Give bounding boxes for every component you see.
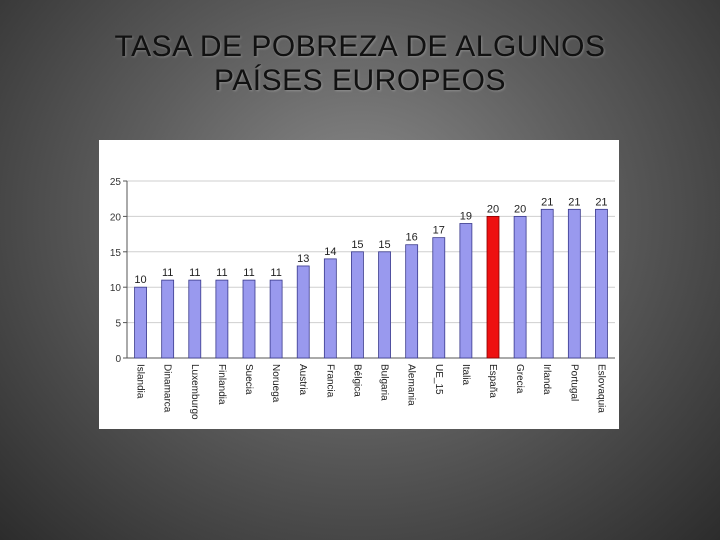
bar-5 (269, 279, 283, 359)
category-label-13: España (487, 364, 498, 398)
category-label-14: Grecia (514, 364, 525, 394)
value-label-10: 16 (406, 232, 418, 244)
slide-title-line-2: PAÍSES EUROPEOS (213, 64, 507, 97)
value-label-3: 11 (216, 267, 227, 279)
bar-16 (567, 208, 581, 359)
category-label-12: Italia (460, 364, 471, 386)
category-label-9: Bulgaria (379, 364, 390, 401)
value-label-16: 21 (568, 196, 580, 208)
bar-8 (351, 251, 364, 359)
category-label-7: Francia (324, 364, 335, 398)
y-tick-label-0: 0 (115, 354, 121, 365)
category-label-2: Luxemburgo (189, 364, 200, 420)
y-tick-label-15: 15 (110, 248, 122, 259)
category-label-4: Suecia (243, 364, 254, 395)
value-label-11: 17 (433, 225, 445, 237)
slide-title-line-1: TASA DE POBREZA DE ALGUNOS (114, 30, 606, 63)
value-label-7: 14 (324, 246, 336, 258)
y-tick-label-25: 25 (110, 177, 122, 188)
value-label-2: 11 (189, 267, 200, 279)
bar-6 (296, 265, 310, 359)
category-label-3: Finlandia (216, 364, 227, 405)
y-tick-label-5: 5 (115, 319, 121, 330)
category-label-10: Alemania (406, 364, 417, 406)
bar-11 (432, 237, 446, 359)
bar-0 (134, 286, 147, 359)
y-tick-label-20: 20 (110, 212, 122, 223)
bar-13 (486, 216, 500, 359)
value-label-0: 10 (134, 274, 146, 286)
bar-4 (242, 279, 256, 359)
bar-17 (595, 208, 608, 359)
value-label-13: 20 (487, 203, 499, 215)
category-label-15: Irlanda (541, 364, 552, 395)
value-label-4: 11 (243, 267, 254, 279)
value-label-15: 21 (541, 196, 553, 208)
value-label-9: 15 (378, 239, 390, 251)
poverty-rate-bar-chart: 0 5 10 15 20 25 10 Islandia 11 Dinamarca 11 Luxembu… (110, 177, 615, 420)
bar-9 (378, 251, 391, 359)
bar-15 (540, 208, 554, 359)
bar-7 (323, 258, 337, 359)
value-label-14: 20 (514, 203, 526, 215)
category-label-8: Bélgica (351, 364, 362, 397)
bar-12 (459, 223, 473, 359)
category-label-0: Islandia (135, 364, 146, 399)
value-label-12: 19 (460, 210, 472, 222)
value-label-8: 15 (351, 239, 363, 251)
value-label-5: 11 (270, 267, 281, 279)
bar-2 (188, 279, 202, 359)
category-label-16: Portugal (568, 364, 579, 401)
category-label-11: UE_15 (433, 364, 444, 395)
bar-10 (405, 244, 419, 359)
y-tick-label-10: 10 (110, 283, 122, 294)
category-label-1: Dinamarca (162, 364, 173, 413)
value-label-6: 13 (297, 253, 309, 265)
value-label-17: 21 (595, 196, 607, 208)
bar-3 (215, 279, 229, 359)
category-label-6: Austria (297, 364, 308, 396)
bar-14 (513, 216, 527, 359)
bar-1 (161, 279, 175, 359)
slide-title: TASA DE POBREZA DE ALGUNOS PAÍSES EUROPE… (0, 30, 720, 98)
chart-frame: 0 5 10 15 20 25 10 Islandia 11 Dinamarca 11 Luxembu… (99, 140, 619, 429)
value-label-1: 11 (162, 267, 173, 279)
category-label-5: Noruega (270, 364, 281, 403)
category-label-17: Eslovaquia (595, 364, 606, 413)
